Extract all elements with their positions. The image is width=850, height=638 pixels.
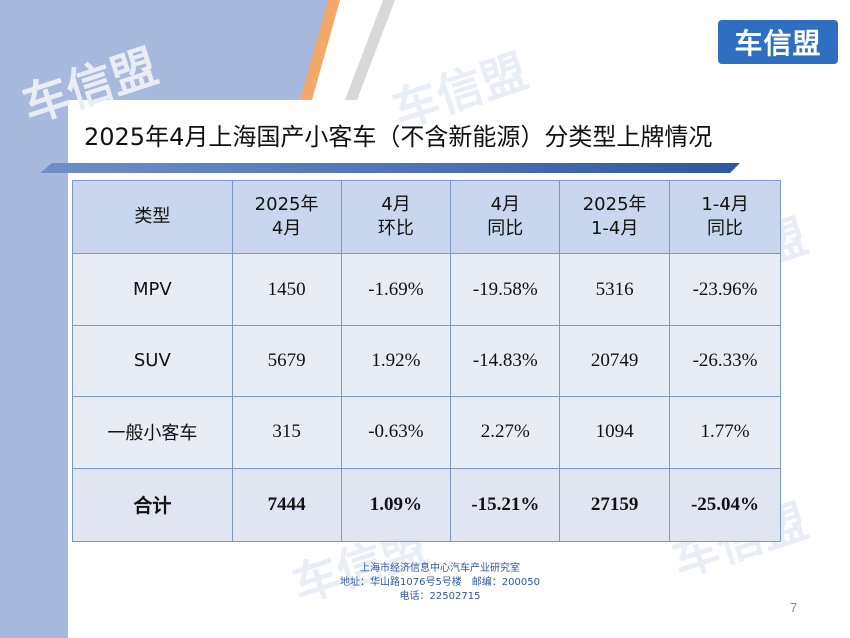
grey-stripe-decor [345,0,395,100]
cell-apr-yoy: -19.58% [450,253,561,326]
footer-phone: 电话：22502715 [399,591,481,602]
cell-ytd-count: 5316 [559,253,671,326]
table-total-row: 合计 7444 1.09% -15.21% 27159 -25.04% [72,467,781,543]
cell-ytd-yoy: -26.33% [669,324,781,398]
cell-total-label: 合计 [72,467,233,543]
cell-type: MPV [72,253,233,326]
cell-ytd-yoy: 1.77% [669,396,781,469]
cell-total-apr-count: 7444 [231,467,342,543]
cell-ytd-count: 1094 [559,396,671,469]
cell-total-apr-yoy: -15.21% [450,467,561,543]
header-cell-2025-jan-apr: 2025年 1-4月 [559,179,671,255]
cell-type: SUV [72,324,233,398]
registration-table: 类型 2025年 4月 4月 环比 4月 同比 2025年 1-4月 1-4月 同比 MP… [72,179,781,543]
header-cell-type: 类型 [72,179,233,255]
cell-apr-yoy: 2.27% [450,396,561,469]
footer-info: 上海市经济信息中心汽车产业研究室 地址：华山路1076号5号楼 邮编：20005… [260,562,620,604]
table-row: MPV 1450 -1.69% -19.58% 5316 -23.96% [72,253,781,326]
cell-ytd-yoy: -23.96% [669,253,781,326]
table-header-row: 类型 2025年 4月 4月 环比 4月 同比 2025年 1-4月 1-4月 同比 [72,179,781,255]
cell-apr-mom: 1.92% [340,324,452,398]
footer-org: 上海市经济信息中心汽车产业研究室 [360,563,520,574]
footer-address: 地址：华山路1076号5号楼 邮编：200050 [340,577,540,588]
brand-logo-text: 车信盟 [734,27,822,60]
header-cell-apr-yoy: 4月 同比 [450,179,561,255]
cell-apr-mom: -1.69% [340,253,452,326]
slide-title: 2025年4月上海国产小客车（不含新能源）分类型上牌情况 [84,123,713,151]
table-row: 一般小客车 315 -0.63% 2.27% 1094 1.77% [72,396,781,469]
cell-apr-mom: -0.63% [340,396,452,469]
header-cell-jan-apr-yoy: 1-4月 同比 [669,179,781,255]
page-number: 7 [790,600,798,615]
cell-apr-count: 5679 [231,324,342,398]
cell-type: 一般小客车 [72,396,233,469]
cell-total-ytd-count: 27159 [559,467,671,543]
cell-total-ytd-yoy: -25.04% [669,467,781,543]
cell-apr-count: 315 [231,396,342,469]
brand-logo: 车信盟 [718,20,838,64]
title-underline-decor [40,163,740,173]
cell-apr-yoy: -14.83% [450,324,561,398]
cell-apr-count: 1450 [231,253,342,326]
top-decor-band [0,0,850,100]
cell-ytd-count: 20749 [559,324,671,398]
table-row: SUV 5679 1.92% -14.83% 20749 -26.33% [72,324,781,398]
cell-total-apr-mom: 1.09% [340,467,452,543]
blue-wedge-decor [0,0,330,100]
header-cell-apr-mom: 4月 环比 [340,179,452,255]
header-cell-2025-apr: 2025年 4月 [231,179,342,255]
left-decor-band [0,0,68,638]
